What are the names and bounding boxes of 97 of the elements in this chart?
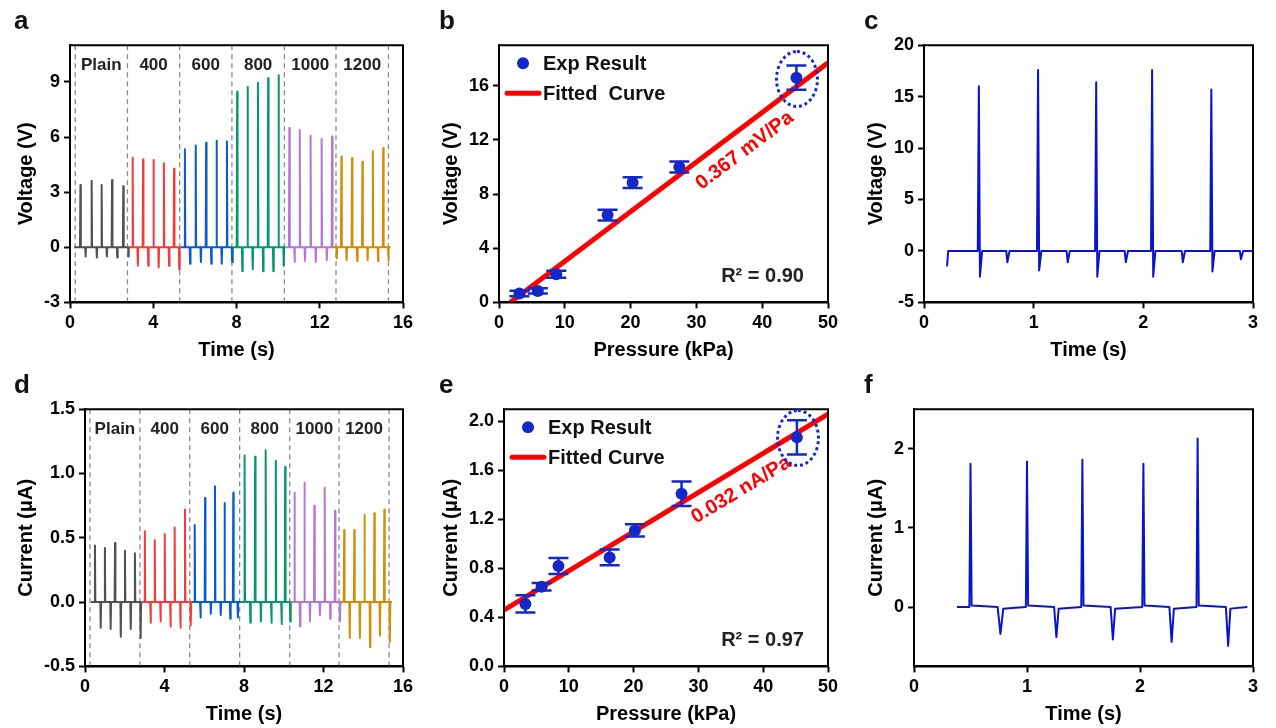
x-axis-title: Pressure (kPa): [593, 337, 734, 360]
chart-title: c: [864, 4, 879, 35]
point: [531, 284, 544, 297]
annotation: 1200: [345, 418, 383, 438]
y-tick-label: 12: [468, 128, 490, 149]
y-tick-label: 0: [894, 596, 905, 617]
x-axis-title: Pressure (kPa): [595, 701, 737, 724]
annotation: 1200: [343, 54, 382, 74]
x-tick-label: 12: [309, 312, 330, 333]
chart-title: b: [439, 4, 455, 35]
y-axis-title: Voltage (V): [438, 122, 461, 226]
x-tick-label: 50: [817, 312, 839, 333]
x-tick-label: 16: [392, 312, 414, 333]
x-tick-label: 50: [817, 676, 839, 697]
y-tick-label: 1.5: [49, 398, 76, 419]
y-tick-label: -5: [898, 291, 915, 312]
x-tick-label: 8: [239, 676, 250, 697]
y-tick-label: 2.0: [468, 410, 495, 431]
y-tick-label: -3: [43, 291, 60, 312]
point: [513, 287, 526, 300]
x-tick-label: 0: [80, 676, 91, 697]
y-axis-title: Voltage (V): [863, 122, 886, 226]
chart-title: d: [14, 368, 30, 399]
x-tick-label: 30: [688, 676, 709, 697]
x-axis-title: Time (s): [1050, 337, 1127, 360]
annotation: 1000: [291, 54, 330, 74]
chart-title: a: [14, 4, 29, 35]
y-tick-label: 6: [49, 126, 60, 147]
y-tick-label: 0: [904, 239, 915, 260]
x-axis-title: Time (s): [198, 337, 275, 360]
y-tick-label: 0.0: [49, 591, 76, 612]
legend-label: Fitted Curve: [543, 81, 666, 104]
x-tick-label: 10: [558, 676, 579, 697]
x-tick-label: 8: [231, 312, 242, 333]
y-tick-label: -0.5: [43, 655, 76, 676]
y-tick-label: 0.5: [49, 526, 76, 547]
annotation: 800: [243, 54, 273, 74]
y-tick-label: 0: [49, 236, 60, 257]
x-tick-label: 0: [499, 676, 510, 697]
x-tick-label: 30: [686, 312, 707, 333]
y-tick-label: 5: [904, 188, 915, 209]
x-tick-label: 1: [1028, 312, 1039, 333]
x-tick-label: 16: [392, 676, 414, 697]
y-tick-label: 1.2: [468, 508, 495, 529]
y-axis-title: Voltage (V): [13, 122, 36, 226]
y-tick-label: 9: [49, 70, 60, 91]
x-tick-label: 4: [148, 312, 159, 333]
y-tick-label: 0.4: [468, 606, 495, 627]
legend-label: Fitted Curve: [548, 445, 665, 468]
y-tick-label: 10: [893, 137, 915, 158]
annotation: R² = 0.97: [721, 627, 804, 650]
x-tick-label: 40: [752, 312, 773, 333]
y-tick-label: 3: [49, 181, 60, 202]
x-tick-label: 0: [919, 312, 930, 333]
x-tick-label: 3: [1247, 312, 1259, 333]
x-tick-label: 40: [753, 676, 774, 697]
y-tick-label: 8: [479, 183, 490, 204]
x-tick-label: 1: [1022, 676, 1033, 697]
annotation: 800: [250, 418, 279, 438]
y-axis-title: Current (μA): [13, 478, 36, 597]
x-tick-label: 2: [1138, 312, 1149, 333]
point: [790, 71, 803, 84]
point: [550, 268, 563, 281]
annotation: 400: [150, 418, 179, 438]
chart-title: f: [864, 368, 873, 399]
x-tick-label: 4: [159, 676, 170, 697]
annotation: 400: [139, 54, 168, 74]
y-tick-label: 1: [894, 516, 905, 537]
annotation: 600: [191, 54, 220, 74]
x-tick-label: 2: [1135, 676, 1146, 697]
y-tick-label: 2: [894, 437, 905, 458]
y-tick-label: 16: [468, 74, 490, 95]
y-tick-label: 0.8: [468, 557, 495, 578]
y-tick-label: 0: [479, 291, 490, 312]
annotation: Plain: [94, 418, 136, 438]
annotation: 1000: [295, 418, 334, 438]
y-tick-label: 1.0: [49, 462, 76, 483]
y-tick-label: 0.0: [468, 655, 495, 676]
x-tick-label: 3: [1247, 676, 1259, 697]
x-tick-label: 12: [313, 676, 334, 697]
y-axis-title: Current (μA): [438, 478, 461, 597]
y-tick-label: 4: [479, 237, 490, 258]
chart-title: e: [439, 368, 454, 399]
y-axis-title: Current (μA): [863, 478, 886, 597]
x-tick-label: 10: [554, 312, 575, 333]
x-axis-title: Time (s): [1045, 701, 1122, 724]
legend-label: Exp Result: [543, 51, 647, 74]
annotation: 600: [200, 418, 229, 438]
x-tick-label: 20: [620, 312, 641, 333]
x-axis-title: Time (s): [205, 701, 283, 724]
y-tick-label: 15: [893, 85, 915, 106]
annotation: Plain: [81, 54, 122, 74]
legend-label: Exp Result: [548, 415, 652, 438]
x-tick-label: 20: [623, 676, 644, 697]
y-tick-label: 1.6: [468, 459, 495, 480]
y-tick-label: 20: [893, 34, 915, 55]
annotation: R² = 0.90: [721, 263, 804, 286]
